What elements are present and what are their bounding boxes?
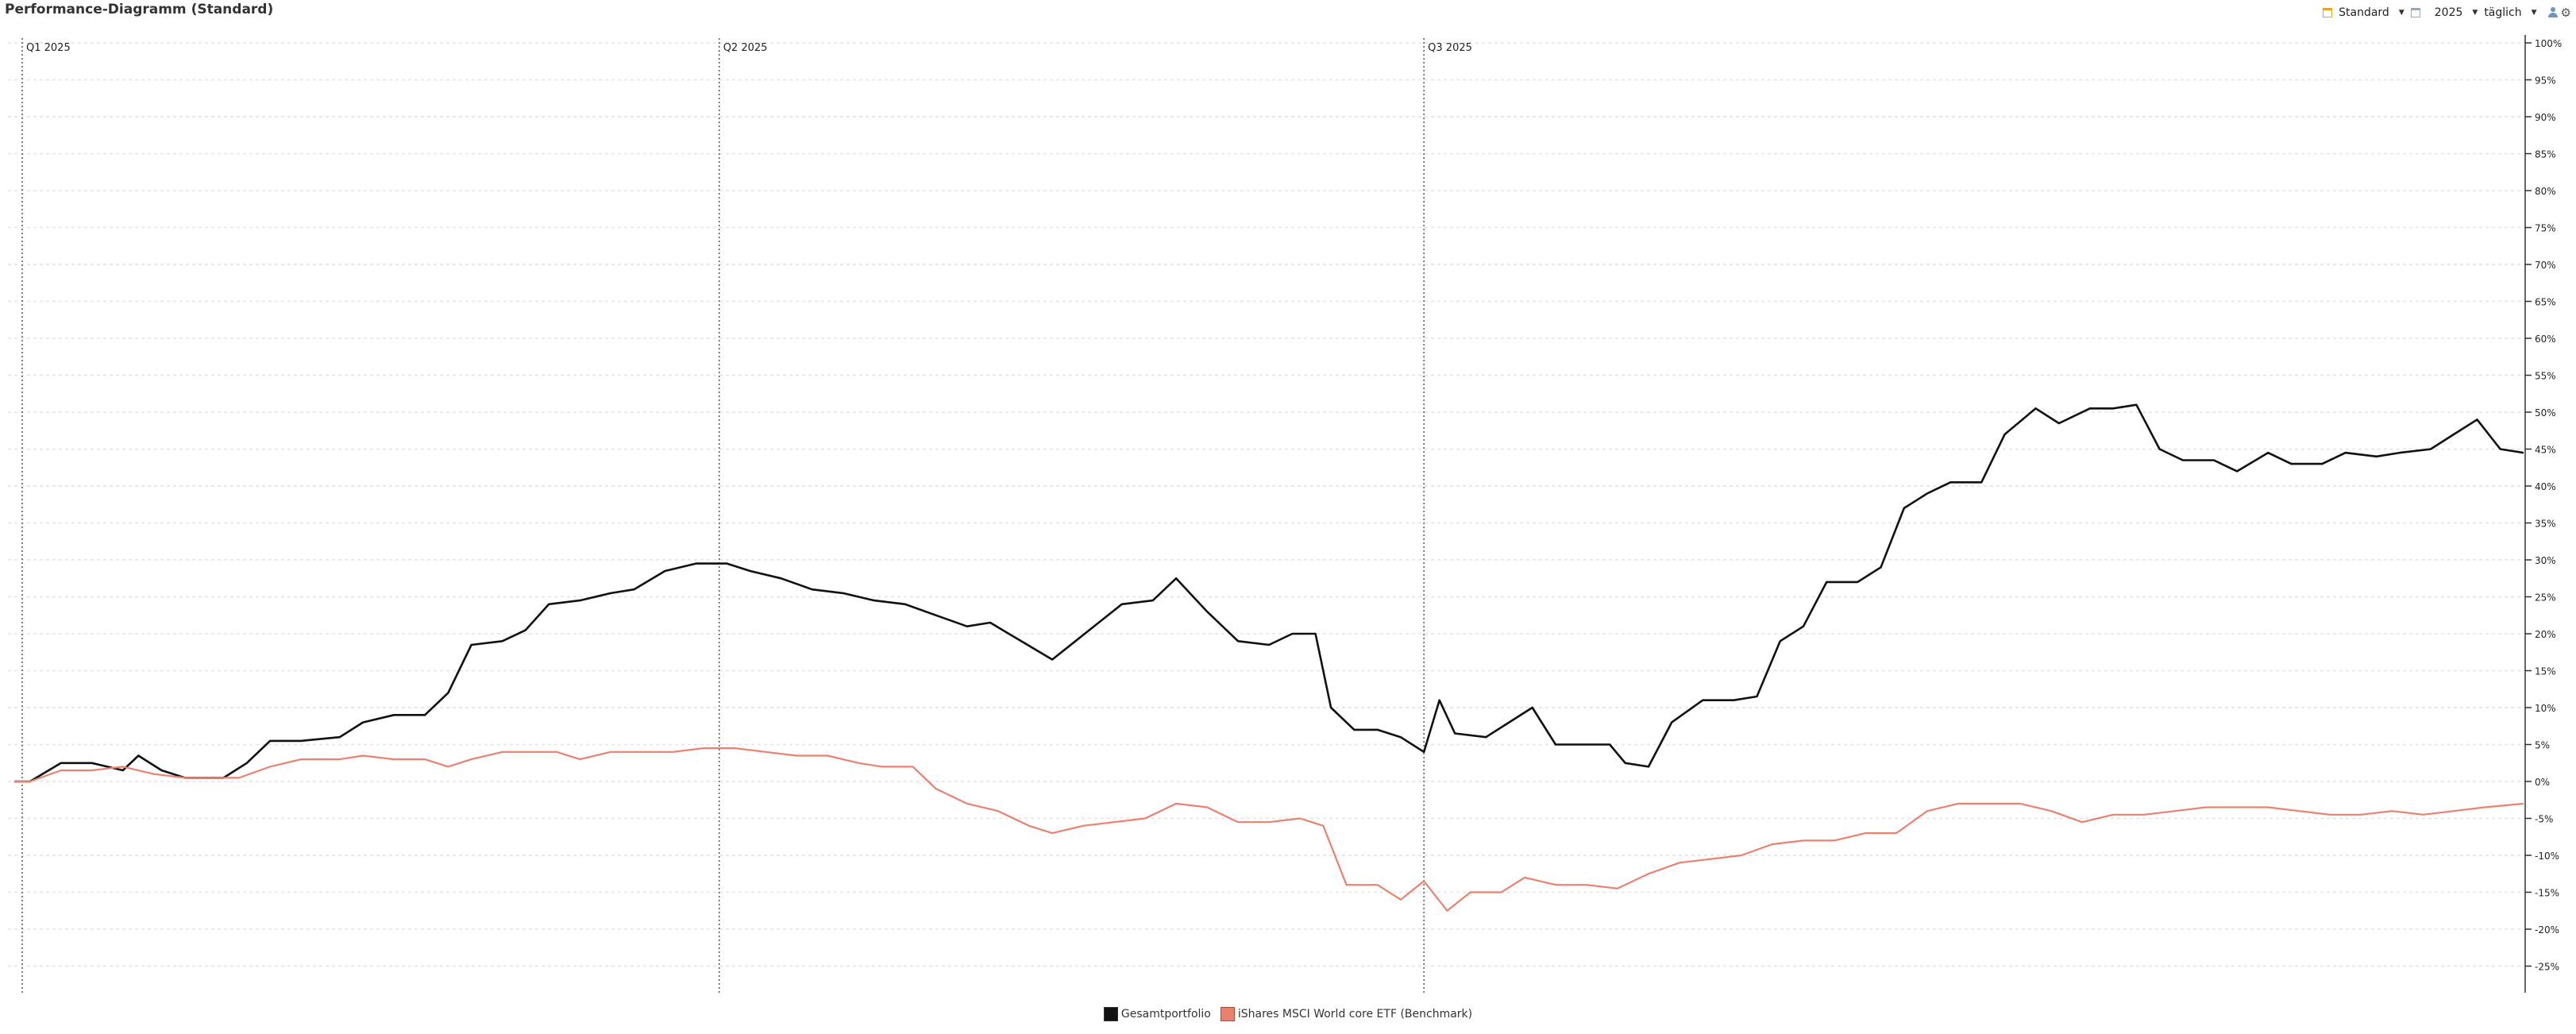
y-tick-label: 5% <box>2535 740 2550 751</box>
legend-swatch-benchmark <box>1220 1007 1235 1021</box>
y-tick-label: 65% <box>2535 297 2556 308</box>
interval-dropdown[interactable]: täglich ▼ <box>2484 6 2536 19</box>
y-tick-label: -10% <box>2535 851 2559 862</box>
legend-label-benchmark: iShares MSCI World core ETF (Benchmark) <box>1237 1008 1473 1020</box>
y-tick-label: 60% <box>2535 334 2556 345</box>
y-tick-label: -5% <box>2535 814 2553 825</box>
y-tick-label: -15% <box>2535 888 2559 899</box>
interval-label: täglich <box>2484 6 2522 19</box>
quarter-markers: Q1 2025 Q2 2025 Q3 2025 <box>21 38 1472 993</box>
calendar-range-icon <box>2410 8 2420 17</box>
y-axis: 100% 95% 90% 85% 80% 75% 70% 65% 60% 55% 50% 45% 40%… <box>2524 35 2562 993</box>
chart-legend: Gesamtportfolio iShares MSCI World core … <box>0 1007 2576 1021</box>
y-tick-label: 0% <box>2535 777 2550 788</box>
user-icon[interactable] <box>2547 7 2558 18</box>
y-tick-label: 50% <box>2535 407 2556 419</box>
caret-down-icon: ▼ <box>2531 9 2537 17</box>
y-tick-label: -20% <box>2535 924 2559 936</box>
y-tick-label: 70% <box>2535 260 2556 271</box>
y-tick-label: 100% <box>2535 38 2562 49</box>
grid-layer <box>8 42 2525 967</box>
quarter-marker-label: Q2 2025 <box>723 42 768 54</box>
y-tick-label: 75% <box>2535 223 2556 234</box>
chart-toolbar: Standard ▼ 2025 ▼ täglich ▼ ⚙ <box>2316 4 2571 21</box>
y-tick-label: 30% <box>2535 555 2556 566</box>
legend-item-benchmark[interactable]: iShares MSCI World core ETF (Benchmark) <box>1220 1007 1473 1021</box>
y-tick-label: 85% <box>2535 149 2556 160</box>
y-tick-label: 40% <box>2535 481 2556 492</box>
preset-dropdown[interactable]: Standard ▼ <box>2323 6 2404 19</box>
year-label: 2025 <box>2434 6 2463 19</box>
y-tick-label: 95% <box>2535 75 2556 87</box>
chart-title: Performance-Diagramm (Standard) <box>5 2 274 17</box>
caret-down-icon: ▼ <box>2398 9 2404 17</box>
y-tick-label: 45% <box>2535 445 2556 456</box>
legend-swatch-portfolio <box>1103 1007 1118 1021</box>
preset-label: Standard <box>2339 6 2389 19</box>
series-layer <box>14 403 2524 912</box>
calendar-icon <box>2323 8 2333 17</box>
period-dropdown[interactable]: 2025 ▼ <box>2410 6 2478 19</box>
y-tick-label: 90% <box>2535 112 2556 123</box>
y-tick-label: 10% <box>2535 703 2556 714</box>
quarter-marker-label: Q3 2025 <box>1428 42 1472 54</box>
legend-label-portfolio: Gesamtportfolio <box>1120 1008 1211 1020</box>
caret-down-icon: ▼ <box>2472 9 2478 17</box>
series-line-portfolio <box>14 403 2524 783</box>
y-tick-label: 25% <box>2535 592 2556 604</box>
y-tick-label: 35% <box>2535 519 2556 530</box>
y-tick-label: 80% <box>2535 186 2556 197</box>
legend-item-portfolio[interactable]: Gesamtportfolio <box>1103 1007 1211 1021</box>
y-tick-label: -25% <box>2535 962 2559 973</box>
y-tick-label: 15% <box>2535 666 2556 677</box>
y-tick-label: 20% <box>2535 629 2556 640</box>
series-line-benchmark <box>14 747 2524 912</box>
y-tick-label: 55% <box>2535 371 2556 382</box>
gear-icon[interactable]: ⚙ <box>2560 6 2571 20</box>
quarter-marker-label: Q1 2025 <box>26 42 71 54</box>
